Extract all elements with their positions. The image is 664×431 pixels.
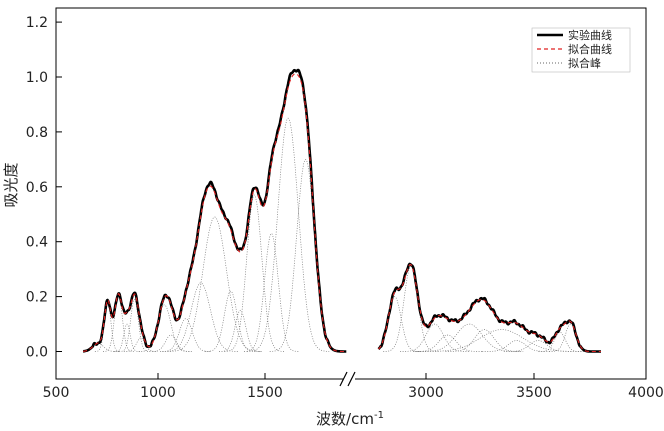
- legend-label-fitted: 拟合曲线: [568, 42, 612, 56]
- fitted-peak-1: [94, 301, 121, 352]
- x-tick-label: 500: [43, 385, 70, 401]
- fitted-peak-9: [162, 282, 240, 352]
- fitted-peak-27: [549, 323, 593, 352]
- fitted-peak-15: [247, 117, 330, 352]
- experimental-curve-1: [82, 68, 348, 353]
- x-tick-label: 1000: [140, 385, 176, 401]
- fitted-peak-22: [445, 329, 524, 352]
- fitted-peak-0: [83, 342, 120, 352]
- x-tick-label: 3500: [516, 385, 552, 401]
- x-tick-label: 3000: [408, 385, 444, 401]
- legend-label-experimental: 实验曲线: [568, 28, 612, 42]
- x-axis-label: 波数/cm-1: [316, 410, 384, 428]
- fitted-peak-17: [378, 296, 421, 352]
- fitted-curve-2: [378, 263, 601, 353]
- fitted-peak-23: [415, 329, 588, 352]
- legend-label-peaks: 拟合峰: [568, 56, 601, 70]
- fitted-peak-19: [400, 323, 470, 352]
- experimental-curve-2: [377, 262, 602, 353]
- fitted-peak-6: [138, 304, 191, 352]
- fitted-peak-12: [219, 309, 262, 352]
- legend: 实验曲线 拟合曲线 拟合峰: [531, 27, 631, 73]
- y-tick-label: 0.6: [26, 180, 48, 196]
- y-tick-label: 1.2: [26, 15, 48, 31]
- fitted-peaks: [83, 117, 593, 352]
- y-tick-label: 1.0: [26, 70, 48, 86]
- y-tick-label: 0.4: [26, 235, 48, 251]
- fitted-peak-8: [160, 318, 212, 352]
- axis-break-marks: [339, 371, 356, 387]
- fitted-peak-20: [413, 334, 483, 352]
- y-tick-label: 0.2: [26, 290, 48, 306]
- y-axis-label: 吸光度: [2, 162, 20, 207]
- x-tick-label: 4000: [628, 385, 664, 401]
- fitted-peak-5: [123, 337, 158, 352]
- x-tick-label: 1500: [247, 385, 283, 401]
- fitted-peak-11: [205, 290, 257, 352]
- fitted-peak-24: [482, 340, 552, 352]
- fitted-peak-14: [243, 233, 299, 352]
- y-tick-label: 0.0: [26, 345, 48, 361]
- fitted-peak-13: [224, 194, 285, 352]
- fitted-peak-16: [269, 159, 342, 352]
- fitted-peak-4: [119, 298, 150, 352]
- fitted-peak-25: [503, 340, 573, 352]
- fitted-curve-1: [83, 73, 347, 353]
- x-axis-label-superscript: -1: [374, 410, 384, 421]
- y-tick-label: 0.8: [26, 125, 48, 141]
- fitted-peak-21: [417, 323, 521, 352]
- fitted-peak-10: [167, 216, 262, 352]
- fitted-peak-3: [114, 323, 140, 352]
